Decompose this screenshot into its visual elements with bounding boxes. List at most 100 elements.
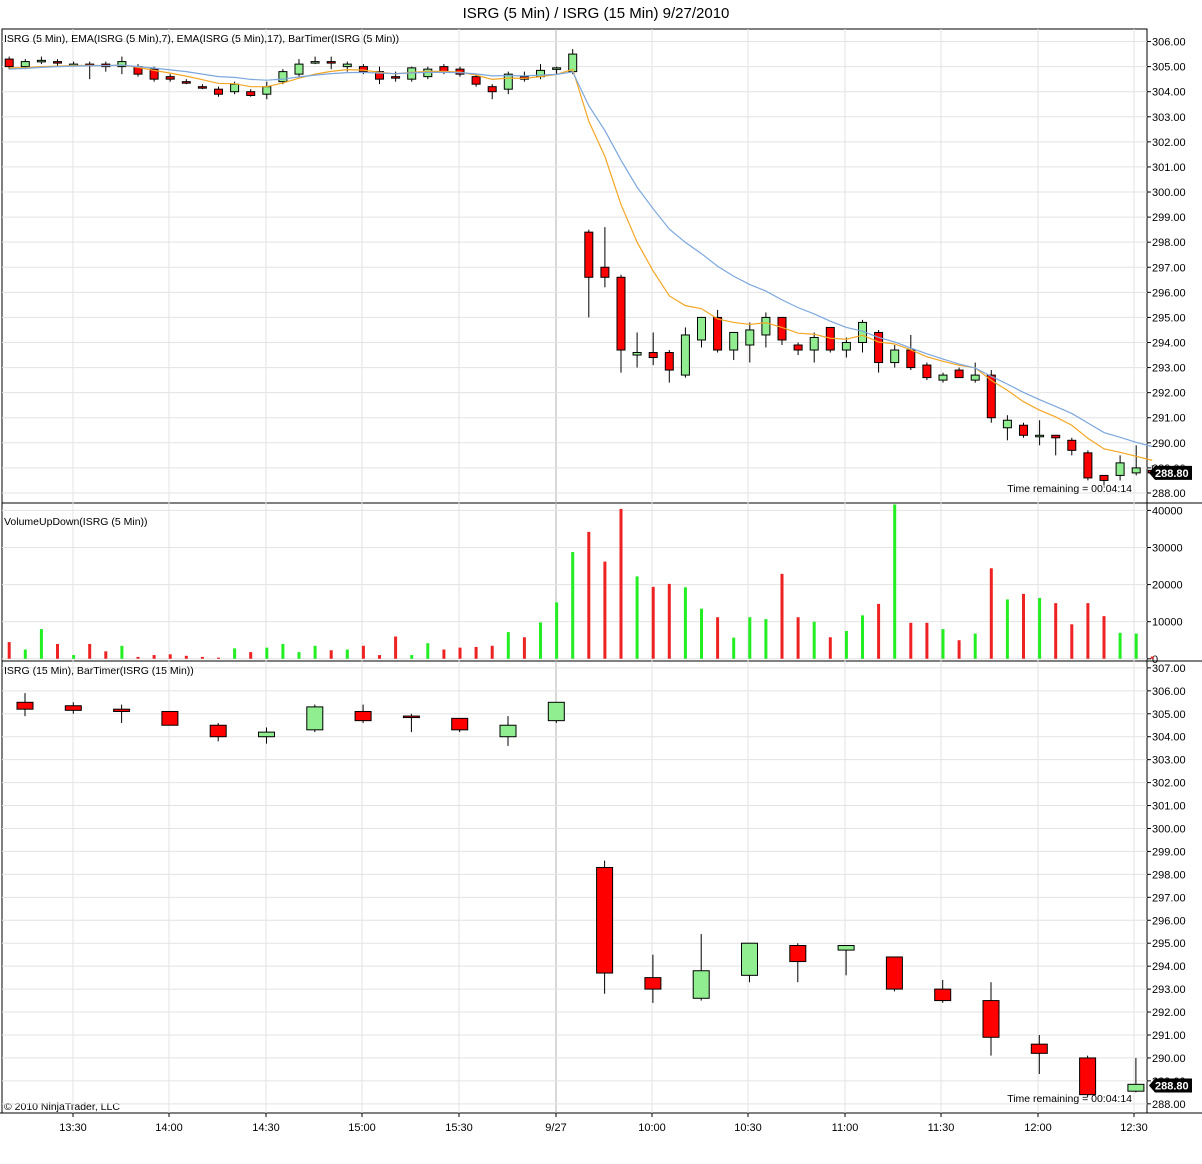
x-tick-label: 15:00 (348, 1122, 376, 1134)
x-tick-label: 9/27 (545, 1122, 566, 1134)
copyright-text: © 2010 NinjaTrader, LLC (4, 1101, 120, 1113)
candle-body (375, 71, 384, 80)
candle-body (648, 352, 658, 359)
y-tick-label: 288.00 (1152, 1099, 1186, 1111)
y-tick-label: 297.00 (1152, 262, 1186, 274)
candle-body (4, 58, 14, 68)
candle-body (1051, 434, 1061, 439)
candle-body (36, 59, 46, 63)
y-tick-label: 30000 (1152, 543, 1183, 555)
y-tick-label: 302.00 (1152, 778, 1186, 790)
last-price-label: 288.80 (1155, 468, 1189, 480)
candle-body (1019, 424, 1028, 436)
y-tick-label: 300.00 (1152, 823, 1186, 835)
candle-body (503, 73, 513, 90)
candle-body (113, 708, 131, 712)
candle-body (306, 706, 324, 731)
candle-body (874, 331, 884, 364)
y-tick-label: 305.00 (1152, 62, 1186, 74)
y-tick-label: 307.00 (1152, 663, 1186, 675)
candle-body (209, 724, 227, 738)
y-tick-label: 306.00 (1152, 686, 1186, 698)
candle-body (402, 715, 420, 719)
candle-body (616, 276, 626, 351)
candle-body (391, 76, 401, 79)
candle-body (1131, 467, 1141, 474)
candle-body (487, 86, 497, 93)
candle-body (1083, 452, 1093, 479)
chart-title: ISRG (5 Min) / ISRG (15 Min) 9/27/2010 (463, 5, 730, 22)
candle-body (358, 66, 368, 73)
candle-body (1067, 439, 1077, 451)
y-tick-label: 293.00 (1152, 984, 1186, 996)
x-tick-label: 11:00 (832, 1122, 859, 1134)
candle-body (906, 349, 916, 369)
ema7-line (9, 64, 1153, 461)
candle-body (161, 710, 179, 726)
candle-body (552, 67, 562, 70)
bar-timer-label: Time remaining = 00:04:14 (1007, 483, 1132, 495)
candle-body (16, 701, 34, 710)
x-tick-label: 14:30 (252, 1122, 280, 1134)
y-tick-label: 40000 (1152, 505, 1183, 517)
panel-label: ISRG (5 Min), EMA(ISRG (5 Min),7), EMA(I… (4, 33, 399, 45)
y-tick-label: 297.00 (1152, 892, 1186, 904)
candle-body (278, 71, 288, 83)
candle-body (885, 956, 903, 990)
last-price-marker (1149, 465, 1192, 480)
candle-body (713, 316, 723, 351)
candle-body (310, 61, 320, 64)
candle-body (761, 316, 771, 336)
x-tick-label: 10:30 (734, 1122, 762, 1134)
candle-body (938, 374, 948, 381)
y-tick-label: 291.00 (1152, 1030, 1186, 1042)
candle-body (1099, 474, 1109, 481)
y-tick-label: 303.00 (1152, 112, 1186, 124)
candle-body (165, 76, 175, 80)
candle-body (1035, 434, 1045, 438)
candle-body (584, 231, 594, 278)
x-tick-label: 12:30 (1120, 1122, 1148, 1134)
y-tick-label: 288.00 (1152, 488, 1186, 500)
y-tick-label: 303.00 (1152, 755, 1186, 767)
last-price-label: 288.80 (1155, 1080, 1189, 1092)
candle-body (982, 1000, 1000, 1038)
candle-body (692, 970, 710, 999)
candle-body (547, 701, 565, 722)
candle-body (326, 61, 336, 64)
y-tick-label: 291.00 (1152, 413, 1186, 425)
candle-body (745, 329, 755, 346)
y-tick-label: 298.00 (1152, 869, 1186, 881)
candle-body (214, 88, 223, 95)
y-tick-label: 290.00 (1152, 1053, 1186, 1065)
candle-body (680, 334, 690, 376)
y-tick-label: 300.00 (1152, 187, 1186, 199)
y-tick-label: 293.00 (1152, 363, 1186, 375)
candle-body (1115, 462, 1125, 476)
candle-body (644, 977, 662, 990)
candle-body (596, 866, 614, 974)
y-tick-label: 296.00 (1152, 915, 1186, 927)
candle-body (1030, 1043, 1048, 1054)
y-tick-label: 295.00 (1152, 938, 1186, 950)
candle-body (697, 316, 706, 341)
y-tick-label: 10000 (1152, 617, 1183, 629)
x-tick-label: 15:30 (445, 1122, 473, 1134)
bar-timer-label: Time remaining = 00:04:14 (1007, 1093, 1132, 1105)
candle-body (954, 369, 964, 379)
y-tick-label: 295.00 (1152, 312, 1186, 324)
candle-body (934, 988, 952, 1002)
last-price-marker (1149, 1078, 1192, 1093)
candle-body (1127, 1083, 1145, 1092)
y-tick-label: 20000 (1152, 580, 1183, 592)
candle-body (890, 349, 900, 364)
candle-body (197, 86, 207, 89)
candle-body (451, 717, 469, 731)
candle-body (262, 86, 272, 95)
candle-body (20, 61, 30, 68)
y-tick-label: 301.00 (1152, 162, 1186, 174)
candle-body (664, 352, 674, 371)
candle-body (841, 341, 851, 351)
